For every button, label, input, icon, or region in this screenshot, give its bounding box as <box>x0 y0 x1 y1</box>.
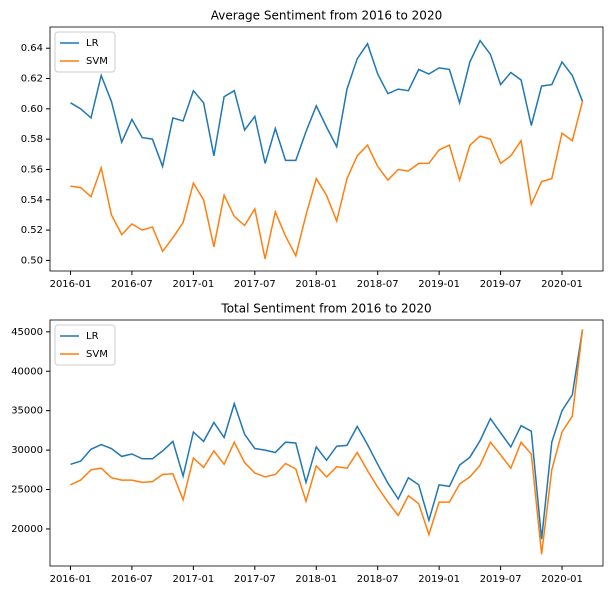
x-tick-label: 2019-07 <box>480 574 522 585</box>
chart-title: Average Sentiment from 2016 to 2020 <box>211 9 442 23</box>
x-tick-label: 2018-01 <box>295 574 337 585</box>
y-tick-label: 0.64 <box>21 43 43 54</box>
x-tick-label: 2020-01 <box>541 574 583 585</box>
y-tick-label: 30000 <box>11 445 43 456</box>
x-tick-label: 2018-01 <box>295 279 337 290</box>
x-tick-label: 2016-07 <box>111 279 153 290</box>
legend-label: LR <box>86 38 99 49</box>
y-tick-label: 20000 <box>11 524 43 535</box>
y-tick-label: 45000 <box>11 327 43 338</box>
y-tick-label: 40000 <box>11 366 43 377</box>
series-line <box>70 329 584 540</box>
legend-label: SVM <box>86 349 108 360</box>
x-tick-label: 2018-07 <box>357 574 399 585</box>
x-tick-label: 2017-07 <box>234 279 276 290</box>
chart-title: Total Sentiment from 2016 to 2020 <box>220 302 431 316</box>
x-tick-label: 2017-01 <box>172 279 214 290</box>
x-tick-label: 2018-07 <box>357 279 399 290</box>
y-tick-label: 35000 <box>11 406 43 417</box>
x-tick-label: 2016-07 <box>111 574 153 585</box>
y-tick-label: 0.56 <box>21 164 43 175</box>
y-tick-label: 0.54 <box>21 195 43 206</box>
x-tick-label: 2019-07 <box>480 279 522 290</box>
x-tick-label: 2017-01 <box>172 574 214 585</box>
y-tick-label: 0.62 <box>21 74 43 85</box>
plot-frame <box>49 26 604 272</box>
plot-frame <box>49 319 604 567</box>
y-tick-label: 25000 <box>11 485 43 496</box>
legend-box <box>54 324 116 366</box>
y-tick-label: 0.58 <box>21 134 43 145</box>
x-tick-label: 2019-01 <box>418 279 460 290</box>
y-tick-label: 0.52 <box>21 225 43 236</box>
y-tick-label: 0.50 <box>21 255 43 266</box>
legend-box <box>54 31 116 73</box>
x-tick-label: 2019-01 <box>418 574 460 585</box>
x-tick-label: 2020-01 <box>541 279 583 290</box>
y-tick-label: 0.60 <box>21 104 43 115</box>
legend-label: SVM <box>86 56 108 67</box>
x-tick-label: 2016-01 <box>50 279 92 290</box>
x-tick-label: 2016-01 <box>50 574 92 585</box>
x-tick-label: 2017-07 <box>234 574 276 585</box>
series-line <box>70 329 584 555</box>
series-line <box>70 39 584 170</box>
legend-label: LR <box>86 331 99 342</box>
series-line <box>70 101 584 260</box>
